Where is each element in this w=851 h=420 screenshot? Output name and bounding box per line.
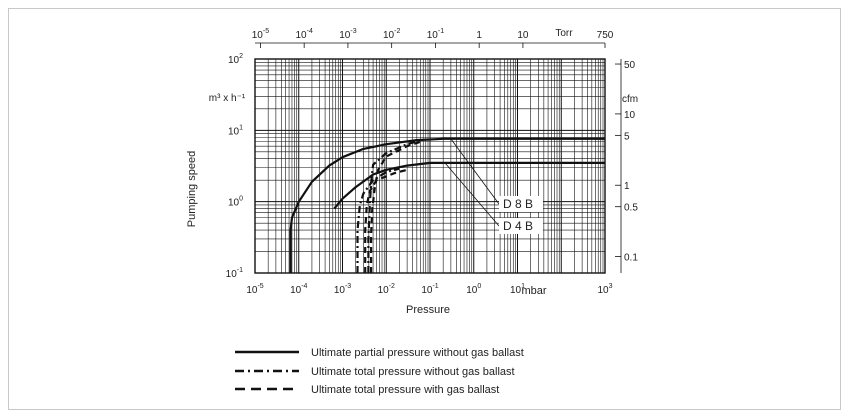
y-tick-label: 100	[228, 196, 243, 209]
x-tick-label: 10-1	[421, 283, 438, 296]
grid	[255, 59, 605, 273]
x-tick-label: 100	[466, 283, 481, 296]
y-tick-label: 10-1	[226, 267, 243, 280]
top-tick-label: 10-1	[427, 28, 444, 41]
top-tick-label: 10-5	[252, 28, 269, 41]
series-line	[368, 141, 416, 273]
legend: Ultimate partial pressure without gas ba…	[235, 347, 524, 396]
x-tick-label: 10-2	[378, 283, 395, 296]
legend-label: Ultimate total pressure without gas ball…	[311, 366, 515, 378]
annotation-layer: D 8 B D 4 B	[445, 139, 543, 234]
annotation-label: D 8 B	[503, 197, 533, 211]
right-tick-label: 0.1	[624, 253, 638, 264]
top-tick-label: 1	[476, 30, 482, 41]
figure-frame: 10-5 10-4 10-3 10-2 10-1 100 101 103 10-1 100 101 1…	[8, 8, 841, 410]
x-tick-label: 10-3	[334, 283, 351, 296]
pumping-speed-chart: 10-5 10-4 10-3 10-2 10-1 100 101 10310-11001011…	[9, 9, 842, 411]
right-tick-label: 50	[624, 60, 636, 71]
y-axis-label: Pumping speed	[186, 151, 198, 227]
top-tick-label: 10-2	[383, 28, 400, 41]
y-tick-label: 102	[228, 53, 243, 66]
y-axis-unit: m³ x h⁻¹	[209, 93, 246, 104]
x-tick-label: 10-5	[246, 283, 263, 296]
right-tick-label: 5	[624, 131, 630, 142]
x-axis-unit: mbar	[521, 285, 546, 297]
x-tick-label: 10-4	[290, 283, 307, 296]
x-tick-label: 103	[597, 283, 612, 296]
annotation-leader	[451, 139, 499, 204]
top-axis-unit: Torr	[555, 28, 573, 39]
legend-label: Ultimate partial pressure without gas ba…	[311, 347, 524, 359]
x-axis-label: Pressure	[406, 304, 450, 316]
top-tick-label: 10-4	[295, 28, 312, 41]
top-tick-label: 750	[597, 30, 614, 41]
series-line	[371, 142, 420, 273]
right-axis-unit: cfm	[622, 94, 638, 105]
right-tick-label: 10	[624, 110, 636, 121]
right-tick-label: 0.5	[624, 203, 638, 214]
right-tick-label: 1	[624, 181, 630, 192]
annotation-label: D 4 B	[503, 219, 533, 233]
top-tick-label: 10	[517, 30, 529, 41]
top-tick-label: 10-3	[339, 28, 356, 41]
series-line	[358, 169, 400, 273]
y-tick-label: 101	[228, 124, 243, 137]
legend-label: Ultimate total pressure with gas ballast	[311, 384, 499, 396]
